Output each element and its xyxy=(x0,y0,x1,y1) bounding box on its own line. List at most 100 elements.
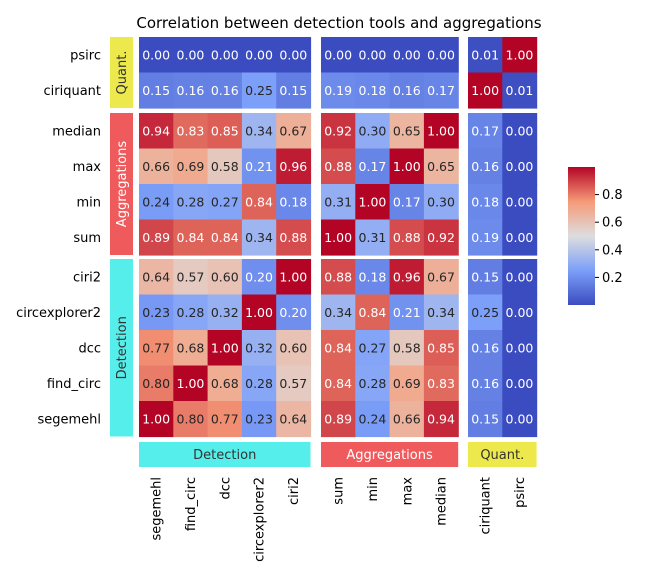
heatmap-cell xyxy=(139,184,174,221)
heatmap-cell xyxy=(355,365,391,402)
heatmap-cell xyxy=(276,330,312,367)
cell-value-label: 0.58 xyxy=(393,340,421,355)
column-tick-label: find_circ xyxy=(184,477,199,531)
heatmap-cell xyxy=(207,330,243,367)
heatmap-cell xyxy=(423,148,459,185)
cell-value-label: 1.00 xyxy=(393,159,421,174)
heatmap-cell xyxy=(276,148,312,185)
heatmap-cell xyxy=(502,401,538,438)
column-tick-label: segemehl xyxy=(150,477,165,541)
heatmap-cell xyxy=(173,294,209,331)
heatmap-cell xyxy=(276,219,312,256)
cell-value-label: 0.88 xyxy=(393,230,421,245)
heatmap-cell xyxy=(502,219,538,256)
cell-value-label: 0.16 xyxy=(471,376,499,391)
heatmap-cell xyxy=(468,330,503,367)
colorbar-gradient xyxy=(568,167,595,305)
heatmap-cell xyxy=(389,72,425,109)
heatmap-cell xyxy=(276,294,312,331)
heatmap-cell xyxy=(276,401,312,438)
cell-value-label: 1.00 xyxy=(279,269,307,284)
cell-value-label: 0.94 xyxy=(142,123,170,138)
cell-value-label: 1.00 xyxy=(177,376,205,391)
cell-value-label: 0.84 xyxy=(177,230,205,245)
cell-value-label: 0.17 xyxy=(427,83,455,98)
cell-value-label: 0.31 xyxy=(359,230,387,245)
cell-value-label: 0.15 xyxy=(142,83,170,98)
cell-value-label: 0.84 xyxy=(324,376,352,391)
cell-value-label: 0.68 xyxy=(211,376,239,391)
cell-value-label: 0.92 xyxy=(427,230,455,245)
heatmap-cell xyxy=(139,72,174,109)
row-tick-label: median xyxy=(52,124,101,139)
heatmap-cell xyxy=(355,113,391,150)
heatmap-cell xyxy=(207,259,243,296)
colorbar-tick-label: 0.4 xyxy=(602,243,623,258)
cell-value-label: 0.17 xyxy=(393,194,421,209)
heatmap-cell xyxy=(502,259,538,296)
cell-value-label: 0.69 xyxy=(393,376,421,391)
cell-value-label: 0.18 xyxy=(279,194,307,209)
heatmap-cell xyxy=(173,113,209,150)
heatmap-cell xyxy=(139,259,174,296)
cell-value-label: 0.00 xyxy=(324,47,352,62)
heatmap-cell xyxy=(389,365,425,402)
heatmap-cell xyxy=(276,365,312,402)
cell-value-label: 0.64 xyxy=(142,269,170,284)
row-tick-label: min xyxy=(76,195,101,210)
heatmap-cell xyxy=(468,184,503,221)
heatmap-cell xyxy=(276,113,312,150)
heatmap-cell xyxy=(468,259,503,296)
cell-value-label: 0.16 xyxy=(471,340,499,355)
heatmap-cell xyxy=(468,401,503,438)
cell-value-label: 0.21 xyxy=(393,305,421,320)
heatmap-cell xyxy=(241,148,277,185)
row-group-band xyxy=(110,113,133,255)
heatmap-cell xyxy=(207,184,243,221)
cell-value-label: 0.00 xyxy=(506,230,534,245)
cell-value-label: 0.20 xyxy=(279,305,307,320)
heatmap-cell xyxy=(502,365,538,402)
heatmap-cell xyxy=(502,330,538,367)
cell-value-label: 0.00 xyxy=(506,159,534,174)
heatmap-cell xyxy=(207,113,243,150)
cell-value-label: 0.94 xyxy=(427,411,455,426)
cell-value-label: 1.00 xyxy=(471,83,499,98)
cell-value-label: 0.88 xyxy=(324,269,352,284)
heatmap-cell xyxy=(241,37,277,74)
heatmap-cell xyxy=(139,330,174,367)
heatmap-cell xyxy=(207,37,243,74)
cell-value-label: 0.68 xyxy=(177,340,205,355)
cell-value-label: 0.34 xyxy=(324,305,352,320)
heatmap-cell xyxy=(468,37,503,74)
heatmap-cell xyxy=(241,72,277,109)
heatmap-cell xyxy=(241,365,277,402)
row-tick-label: sum xyxy=(73,231,101,246)
colorbar-tick-label: 0.8 xyxy=(602,188,623,203)
heatmap-cell xyxy=(355,401,391,438)
heatmap-cell xyxy=(139,365,174,402)
colorbar: 0.2 0.4 0.6 0.8 xyxy=(568,167,623,305)
heatmap-cell xyxy=(276,184,312,221)
cell-value-label: 0.89 xyxy=(324,411,352,426)
column-group-band xyxy=(321,442,459,467)
heatmap-cell xyxy=(207,148,243,185)
cell-value-label: 0.30 xyxy=(427,194,455,209)
cell-value-label: 0.15 xyxy=(471,269,499,284)
chart-title: Correlation between detection tools and … xyxy=(136,14,541,32)
cell-value-label: 0.17 xyxy=(359,159,387,174)
heatmap-cell xyxy=(389,113,425,150)
cell-value-label: 0.65 xyxy=(427,159,455,174)
row-group-band xyxy=(110,37,133,108)
cell-value-label: 0.00 xyxy=(427,47,455,62)
heatmap-cell xyxy=(139,113,174,150)
cell-value-label: 0.18 xyxy=(359,83,387,98)
heatmap-cell xyxy=(389,148,425,185)
heatmap-cell xyxy=(423,294,459,331)
column-group-bands: Detection Aggregations Quant. xyxy=(139,442,537,467)
heatmap-cell xyxy=(468,148,503,185)
column-tick-label: min xyxy=(366,477,381,502)
cell-value-label: 0.00 xyxy=(393,47,421,62)
heatmap-cell xyxy=(241,294,277,331)
